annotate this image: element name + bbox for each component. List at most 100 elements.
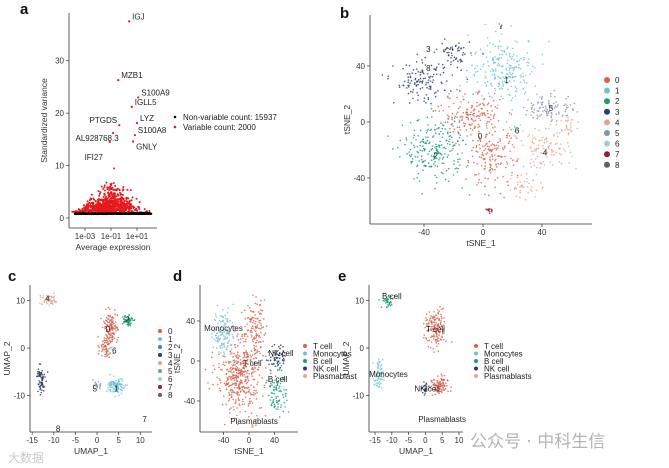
cell-point bbox=[491, 169, 494, 171]
cell-point bbox=[282, 357, 285, 360]
cluster-label: Plasmablasts bbox=[418, 415, 466, 424]
cell-point bbox=[519, 124, 522, 126]
cell-point bbox=[275, 397, 278, 400]
cluster-label: 0 bbox=[106, 325, 111, 334]
y-tick-label: 0 bbox=[60, 214, 65, 223]
cell-point bbox=[419, 141, 422, 143]
points bbox=[35, 292, 136, 398]
x-axis-title: UMAP_1 bbox=[74, 446, 108, 456]
cell-point bbox=[486, 120, 489, 123]
cell-point bbox=[543, 109, 546, 112]
legend-marker bbox=[474, 351, 478, 356]
cell-point bbox=[252, 371, 254, 373]
cell-point bbox=[40, 371, 43, 374]
cell-point bbox=[513, 58, 516, 61]
cell-point bbox=[245, 378, 247, 381]
cell-point bbox=[414, 78, 417, 81]
variable-point bbox=[138, 201, 141, 204]
cell-point bbox=[442, 307, 444, 309]
cell-point bbox=[273, 386, 276, 388]
gene-label: IGLL5 bbox=[135, 98, 157, 107]
cell-point bbox=[257, 381, 259, 383]
cell-point bbox=[445, 340, 447, 343]
cell-point bbox=[513, 75, 516, 78]
cell-point bbox=[270, 369, 272, 372]
cell-point bbox=[223, 345, 226, 348]
cell-point bbox=[235, 384, 238, 386]
cell-point bbox=[244, 396, 247, 399]
cell-point bbox=[269, 372, 272, 375]
cell-point bbox=[281, 359, 284, 361]
variable-point bbox=[89, 197, 92, 200]
cell-point bbox=[103, 339, 106, 341]
variable-point bbox=[107, 200, 110, 203]
cell-point bbox=[494, 70, 497, 72]
variable-point bbox=[112, 192, 115, 195]
cell-point bbox=[462, 122, 465, 124]
legend-marker bbox=[158, 377, 162, 381]
cell-point bbox=[273, 392, 276, 395]
variable-point bbox=[124, 209, 127, 212]
cell-point bbox=[567, 116, 569, 119]
cell-point bbox=[490, 82, 492, 85]
cell-point bbox=[438, 159, 440, 161]
cell-point bbox=[526, 109, 528, 112]
cell-point bbox=[555, 123, 558, 126]
cell-point bbox=[255, 398, 258, 400]
cell-point bbox=[277, 406, 279, 408]
cell-point bbox=[438, 146, 441, 148]
cell-point bbox=[415, 138, 417, 141]
cell-point bbox=[450, 390, 452, 392]
cell-point bbox=[101, 354, 103, 357]
variable-point bbox=[106, 208, 109, 211]
x-tick-label: 0 bbox=[95, 436, 100, 445]
cell-point bbox=[447, 54, 450, 57]
cell-point bbox=[497, 104, 499, 106]
variable-point bbox=[78, 210, 81, 213]
cell-point bbox=[494, 130, 496, 133]
cell-point bbox=[238, 368, 240, 370]
cell-point bbox=[211, 336, 213, 338]
cell-point bbox=[518, 66, 520, 69]
cell-point bbox=[106, 390, 108, 393]
cell-point bbox=[483, 149, 485, 152]
cell-point bbox=[427, 136, 429, 138]
cell-point bbox=[274, 359, 276, 361]
cell-point bbox=[407, 84, 409, 87]
x-axis-title: tSNE_1 bbox=[234, 446, 264, 456]
cell-point bbox=[223, 353, 226, 355]
y-tick-label: 40 bbox=[186, 317, 195, 326]
cell-point bbox=[265, 355, 267, 358]
cell-point bbox=[438, 334, 440, 336]
y-tick-label: 30 bbox=[55, 57, 64, 66]
cell-point bbox=[513, 68, 516, 70]
cell-point bbox=[523, 93, 526, 95]
variable-point bbox=[101, 209, 104, 212]
cell-point bbox=[114, 321, 117, 323]
cell-point bbox=[553, 89, 556, 92]
cell-point bbox=[569, 124, 572, 127]
cell-point bbox=[229, 353, 232, 355]
cell-point bbox=[549, 92, 552, 95]
cell-point bbox=[527, 64, 529, 67]
cell-point bbox=[476, 65, 479, 68]
variable-point bbox=[113, 167, 116, 170]
cell-point bbox=[230, 394, 233, 396]
cell-point bbox=[500, 71, 503, 74]
cell-point bbox=[440, 313, 442, 316]
cell-point bbox=[481, 153, 483, 156]
cell-point bbox=[478, 125, 481, 127]
cell-point bbox=[423, 149, 426, 152]
cell-point bbox=[231, 391, 233, 394]
cell-point bbox=[433, 73, 435, 76]
cell-point bbox=[576, 111, 579, 113]
cell-point bbox=[111, 316, 114, 318]
cell-point bbox=[530, 158, 533, 161]
cell-point bbox=[425, 337, 427, 339]
cell-point bbox=[104, 353, 106, 356]
variable-point bbox=[130, 199, 133, 202]
cell-point bbox=[417, 134, 420, 137]
cell-point bbox=[508, 140, 511, 143]
cell-point bbox=[522, 75, 525, 78]
cell-point bbox=[523, 180, 526, 183]
